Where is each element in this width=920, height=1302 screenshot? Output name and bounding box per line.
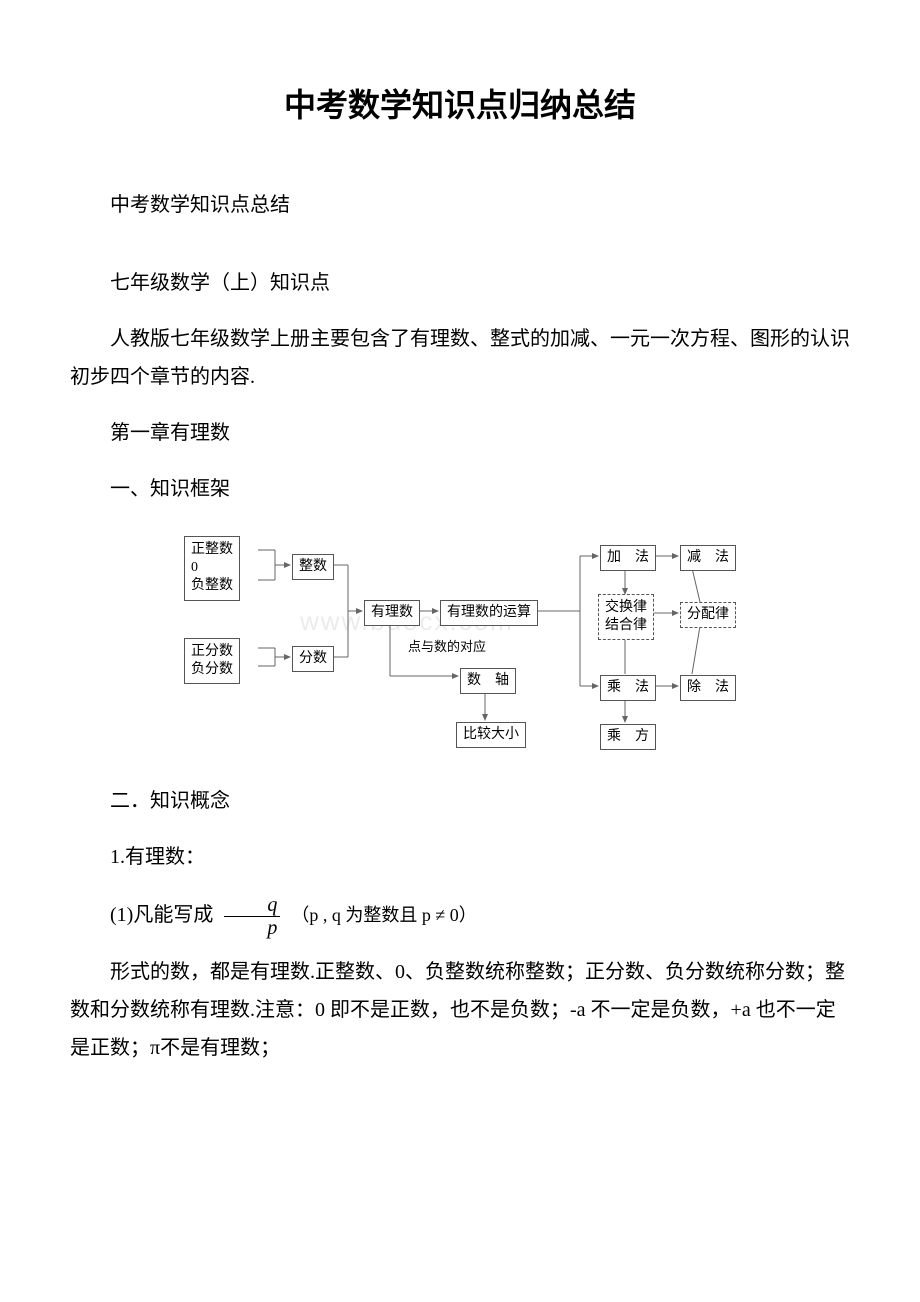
box-axis: 数 轴 <box>460 668 516 694</box>
box-integer: 整数 <box>292 554 334 580</box>
box-sub: 减 法 <box>680 545 736 571</box>
knowledge-diagram: www.bdocx.com <box>180 528 740 758</box>
label-point-corr: 点与数的对应 <box>408 636 486 655</box>
paragraph: 二．知识概念 <box>70 782 850 820</box>
paragraph: 七年级数学（上）知识点 <box>70 264 850 302</box>
box-add: 加 法 <box>600 545 656 571</box>
box-power: 乘 方 <box>600 724 656 750</box>
paragraph: 中考数学知识点总结 <box>70 186 850 224</box>
box-int-group: 正整数0负整数 <box>184 536 240 601</box>
page-title: 中考数学知识点归纳总结 <box>70 80 850 126</box>
box-compare: 比较大小 <box>456 722 526 748</box>
formula-condition: （p , q 为整数且 p ≠ 0） <box>291 905 476 925</box>
formula-prefix: (1)凡能写成 <box>110 904 213 926</box>
box-frac-group: 正分数负分数 <box>184 638 240 684</box>
box-laws: 交换律结合律 <box>598 594 654 640</box>
box-rational: 有理数 <box>364 600 420 626</box>
fraction-numerator: q <box>224 894 280 917</box>
fraction: q p <box>224 894 280 939</box>
paragraph: 第一章有理数 <box>70 414 850 452</box>
box-fraction: 分数 <box>292 646 334 672</box>
box-operation: 有理数的运算 <box>440 600 538 626</box>
paragraph: 一、知识框架 <box>70 470 850 508</box>
paragraph: 1.有理数： <box>70 838 850 876</box>
box-div: 除 法 <box>680 675 736 701</box>
fraction-denominator: p <box>224 917 280 939</box>
formula-line: (1)凡能写成 q p （p , q 为整数且 p ≠ 0） <box>70 894 850 939</box>
paragraph: 形式的数，都是有理数.正整数、0、负整数统称整数；正分数、负分数统称分数；整数和… <box>70 953 850 1067</box>
box-distrib: 分配律 <box>680 602 736 628</box>
box-mul: 乘 法 <box>600 675 656 701</box>
paragraph: 人教版七年级数学上册主要包含了有理数、整式的加减、一元一次方程、图形的认识初步四… <box>70 320 850 396</box>
